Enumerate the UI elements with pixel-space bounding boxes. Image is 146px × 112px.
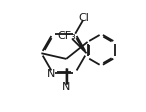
Text: Cl: Cl (79, 13, 90, 23)
Text: N: N (46, 68, 55, 78)
Text: CF₃: CF₃ (58, 31, 77, 41)
Text: N: N (62, 81, 70, 91)
